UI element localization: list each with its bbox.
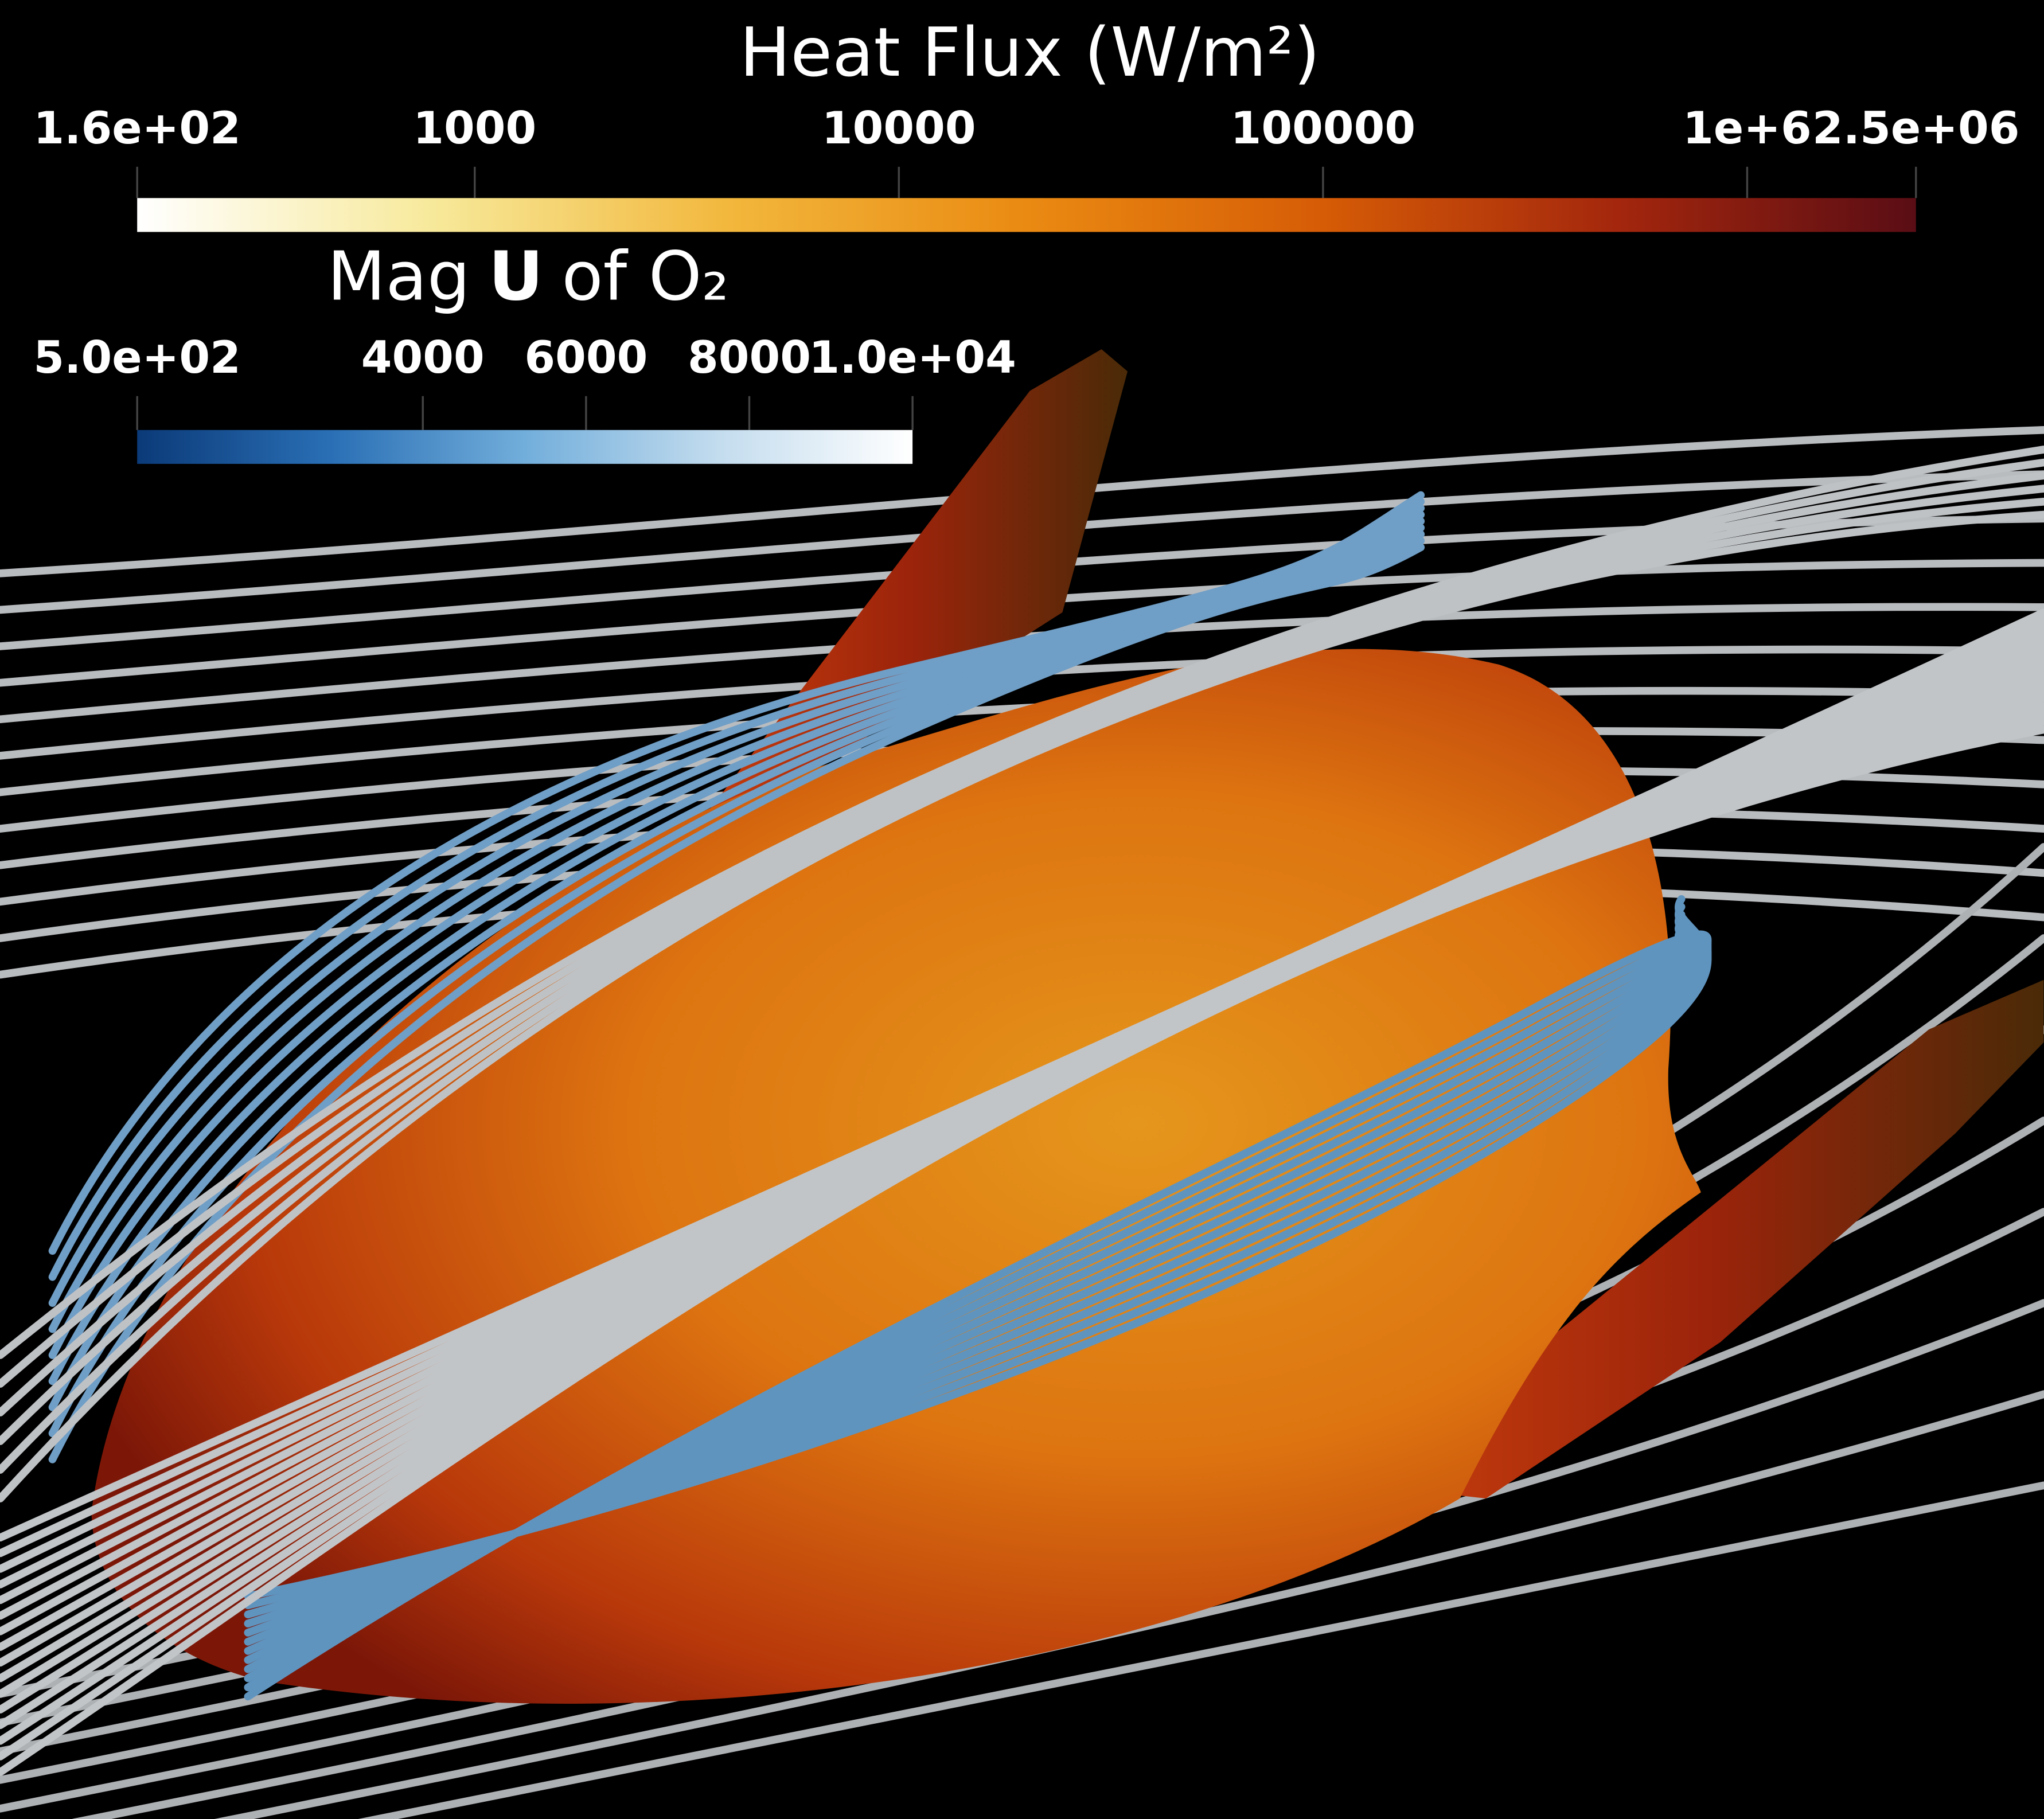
title-part: U [489,237,544,316]
streamline [0,725,2044,1777]
tick-label: 5.0e+02 [33,332,240,384]
streamline [0,471,2044,1416]
tick-label: 1.6e+02 [33,103,240,154]
heat-flux-title: Heat Flux (W/m²) [740,13,1320,92]
tick-label: 1.0e+04 [809,332,1016,384]
streamline [0,485,2044,1445]
color-bar [137,198,1916,232]
streamlines-front [0,446,2044,1777]
tick-label: 6000 [524,332,647,384]
title-part: of O₂ [561,237,729,316]
streamline [0,458,2044,1388]
tick-label: 10000 [822,103,976,154]
title-part: Mag [327,237,470,316]
color-bar [137,430,913,464]
streamline [0,686,2044,797]
streamline [48,491,1425,1255]
lower-fin [1368,979,2044,1499]
tick-label: 8000 [688,332,811,384]
tick-label: 2.5e+06 [1812,103,2019,154]
streamline [244,930,1712,1701]
upper-fin [691,349,1128,834]
streamline [0,497,2044,1474]
tick-label: 4000 [361,332,485,384]
tick-label: 1e+6 [1683,103,1812,154]
tick-label: 1000 [413,103,536,154]
streamline [0,446,2044,1359]
streamline [0,510,2044,1502]
streamline [358,1481,2044,1819]
tick-label: 100000 [1231,103,1416,154]
